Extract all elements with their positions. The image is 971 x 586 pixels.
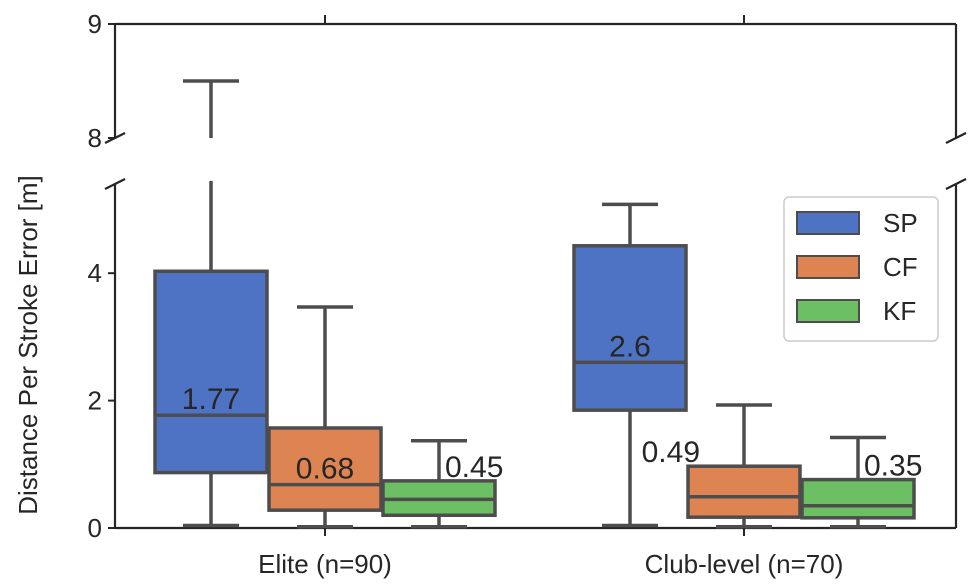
upper-axis-panel: 89 xyxy=(88,9,967,190)
box-iqr xyxy=(572,244,688,412)
median-label: 0.45 xyxy=(445,451,503,484)
box-kf-1 xyxy=(800,435,916,529)
y-tick-label: 0 xyxy=(88,513,102,543)
median-label: 2.6 xyxy=(609,330,651,363)
y-tick-label: 4 xyxy=(88,258,102,288)
box-sp-0 xyxy=(153,79,269,528)
x-axis-ticks: Elite (n=90) Club-level (n=70) xyxy=(258,15,843,579)
median-labels: 1.77 0.68 0.45 2.6 0.49 0.35 xyxy=(182,330,923,485)
legend-swatch xyxy=(796,211,860,235)
median-label: 0.49 xyxy=(642,436,700,469)
lower-axis-panel: 0 2 4 xyxy=(88,184,958,543)
box-cf-0 xyxy=(267,305,383,529)
x-tick-label: Elite (n=90) xyxy=(258,549,392,579)
legend-label: KF xyxy=(883,296,916,326)
legend-label: CF xyxy=(883,252,918,282)
box-sp-1 xyxy=(572,202,688,528)
box-iqr xyxy=(153,269,269,475)
axis-break-mark xyxy=(945,132,967,144)
legend: SP CF KF xyxy=(783,196,939,342)
box-iqr xyxy=(686,464,802,519)
median-label: 0.35 xyxy=(864,450,922,483)
box-iqr xyxy=(267,426,383,512)
box-cf-1 xyxy=(686,403,802,529)
x-tick-label: Club-level (n=70) xyxy=(645,549,844,579)
box-series-group xyxy=(153,79,916,529)
legend-swatch xyxy=(796,255,860,279)
legend-label: SP xyxy=(883,208,918,238)
median-label: 0.68 xyxy=(296,453,354,486)
legend-swatch xyxy=(796,299,860,323)
y-tick-label: 2 xyxy=(88,386,102,416)
median-label: 1.77 xyxy=(182,383,240,416)
box-kf-0 xyxy=(381,438,497,529)
box-iqr xyxy=(800,477,916,520)
y-axis-label: Distance Per Stroke Error [m] xyxy=(13,175,43,515)
y-tick-label: 8 xyxy=(88,123,102,153)
y-tick-label: 9 xyxy=(88,9,102,39)
